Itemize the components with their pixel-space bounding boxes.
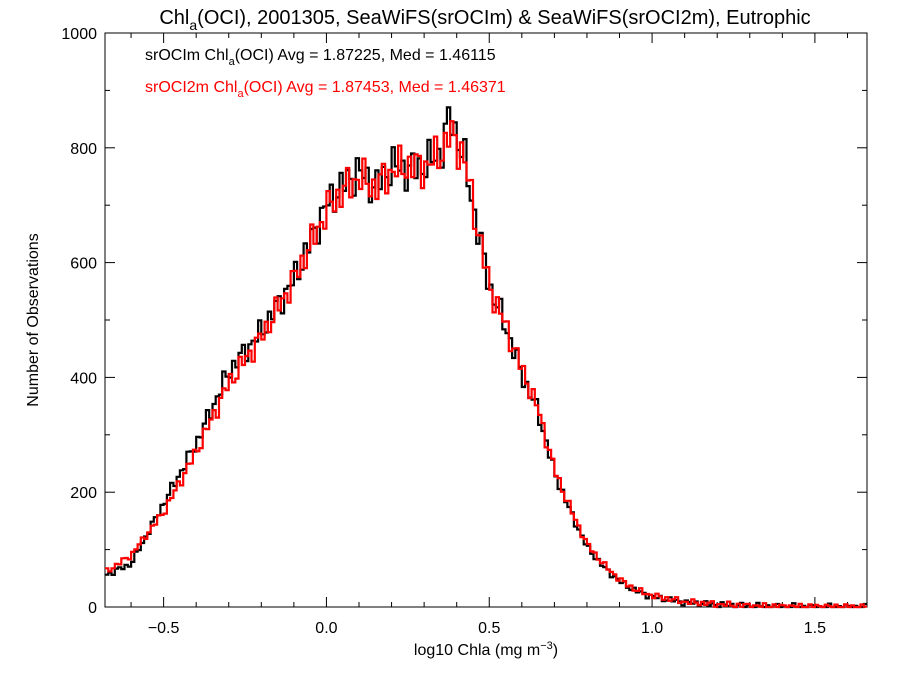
chart-title: Chla(OCI), 2001305, SeaWiFS(srOCIm) & Se… bbox=[159, 7, 810, 33]
x-tick-label: 1.5 bbox=[804, 620, 826, 637]
axis-ticks bbox=[105, 32, 867, 608]
y-tick-label: 0 bbox=[88, 600, 97, 617]
series-line-1 bbox=[105, 120, 867, 609]
x-tick-label: 0.0 bbox=[315, 620, 337, 637]
series-line-0 bbox=[105, 106, 867, 609]
y-tick-label: 400 bbox=[70, 370, 97, 387]
y-tick-label: 1000 bbox=[61, 26, 97, 43]
legend-entry-1: srOCI2m Chla(OCI) Avg = 1.87453, Med = 1… bbox=[145, 79, 506, 100]
x-tick-labels: −0.5 0.0 0.5 1.0 1.5 bbox=[148, 620, 826, 637]
x-tick-label: 0.5 bbox=[478, 620, 500, 637]
y-tick-label: 800 bbox=[70, 141, 97, 158]
series-layer bbox=[105, 106, 867, 609]
legend-entry-0: srOCIm Chla(OCI) Avg = 1.87225, Med = 1.… bbox=[145, 47, 496, 68]
x-tick-label: 1.0 bbox=[641, 620, 663, 637]
y-tick-label: 600 bbox=[70, 256, 97, 273]
x-axis-label: log10 Chla (mg m−3) bbox=[414, 640, 558, 659]
y-axis-label: Number of Observations bbox=[25, 233, 42, 406]
x-tick-label: −0.5 bbox=[148, 620, 180, 637]
plot-frame bbox=[104, 32, 868, 608]
y-tick-labels: 0 200 400 600 800 1000 bbox=[61, 26, 97, 617]
y-tick-label: 200 bbox=[70, 485, 97, 502]
